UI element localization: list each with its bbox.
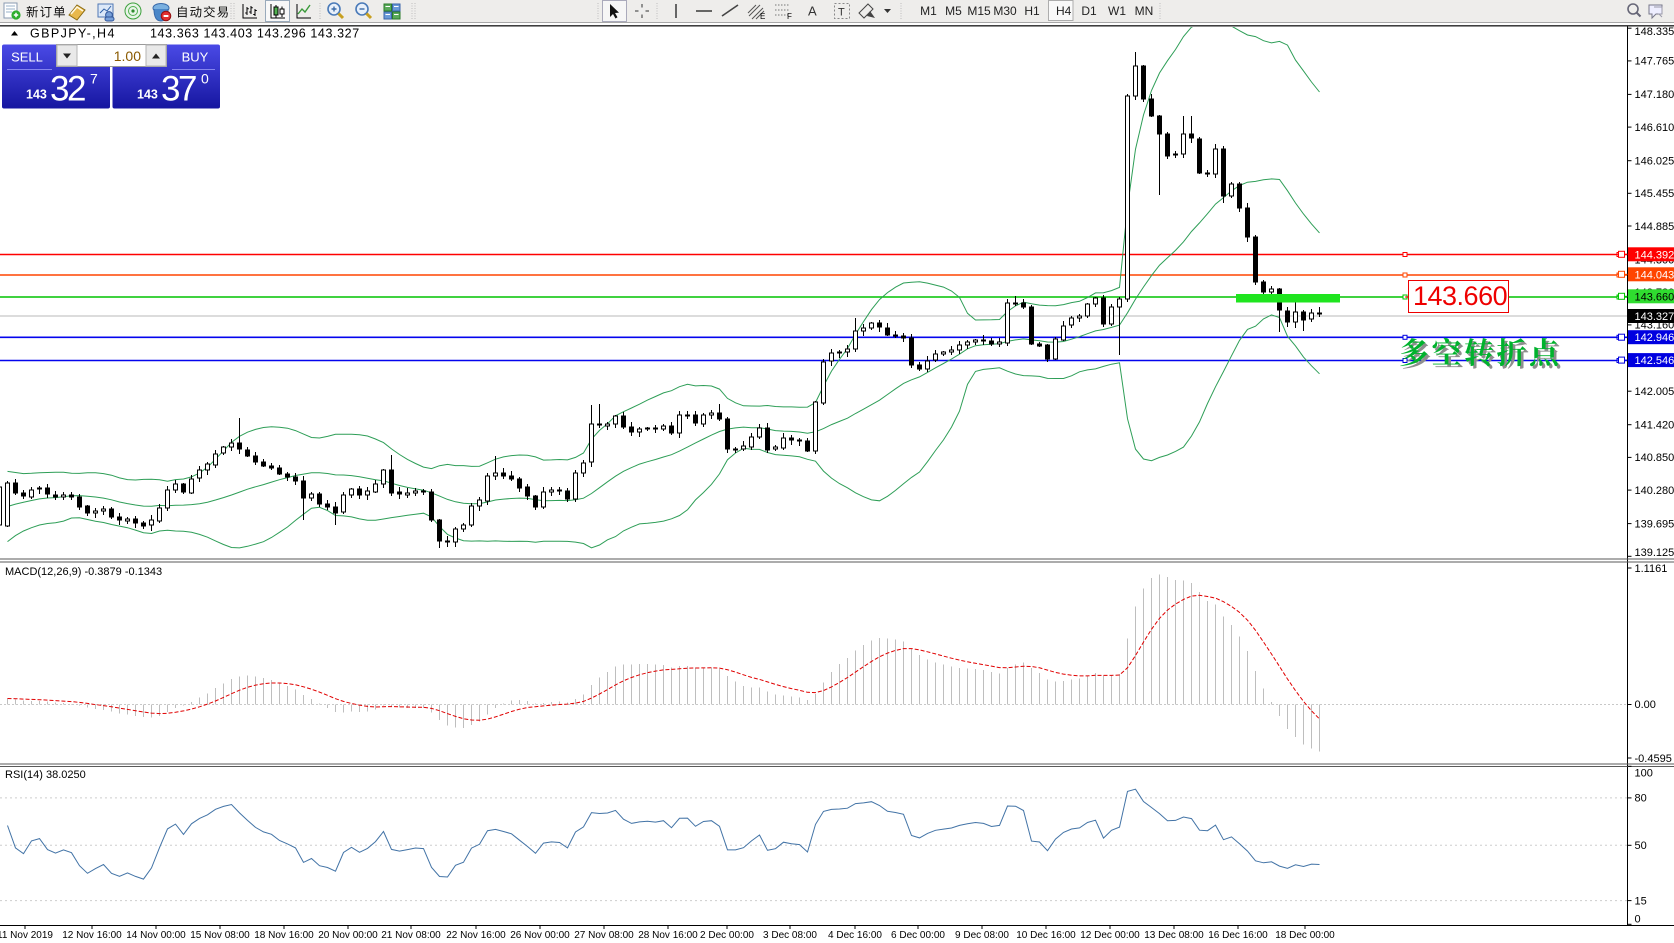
svg-text:143: 143 (137, 87, 158, 101)
svg-text:146.610: 146.610 (1635, 122, 1674, 134)
svg-text:143.660: 143.660 (1635, 291, 1674, 303)
svg-text:10 Dec 16:00: 10 Dec 16:00 (1016, 930, 1076, 941)
svg-text:147.765: 147.765 (1635, 56, 1674, 68)
svg-text:M30: M30 (993, 4, 1017, 18)
svg-text:M1: M1 (920, 4, 937, 18)
svg-text:142.005: 142.005 (1635, 386, 1674, 398)
svg-text:21 Nov 08:00: 21 Nov 08:00 (381, 930, 441, 941)
svg-text:0: 0 (201, 71, 209, 87)
svg-text:BUY: BUY (182, 50, 209, 65)
svg-text:A: A (808, 4, 817, 19)
svg-text:12 Dec 00:00: 12 Dec 00:00 (1080, 930, 1140, 941)
svg-text:26 Nov 00:00: 26 Nov 00:00 (510, 930, 570, 941)
svg-text:0: 0 (1635, 913, 1641, 925)
svg-text:50: 50 (1635, 840, 1647, 852)
svg-text:M5: M5 (945, 4, 962, 18)
svg-text:144.885: 144.885 (1635, 221, 1674, 233)
svg-text:144.043: 144.043 (1635, 269, 1674, 281)
svg-text:18 Nov 16:00: 18 Nov 16:00 (254, 930, 314, 941)
svg-text:MACD(12,26,9) -0.3879 -0.1343: MACD(12,26,9) -0.3879 -0.1343 (5, 566, 162, 578)
svg-text:GBPJPY-,H4: GBPJPY-,H4 (30, 27, 116, 41)
svg-text:15 Nov 08:00: 15 Nov 08:00 (190, 930, 250, 941)
svg-text:143: 143 (26, 87, 47, 101)
svg-text:M15: M15 (967, 4, 991, 18)
svg-text:0.00: 0.00 (1635, 699, 1656, 711)
svg-text:W1: W1 (1108, 4, 1126, 18)
svg-text:143.327: 143.327 (1635, 311, 1674, 323)
svg-text:F: F (787, 12, 792, 21)
svg-text:T: T (838, 7, 845, 19)
svg-text:15: 15 (1635, 895, 1647, 907)
svg-text:100: 100 (1635, 767, 1653, 779)
svg-text:12 Nov 16:00: 12 Nov 16:00 (62, 930, 122, 941)
svg-text:139.695: 139.695 (1635, 518, 1674, 530)
svg-text:-0.4595: -0.4595 (1635, 753, 1672, 765)
svg-text:11 Nov 2019: 11 Nov 2019 (0, 930, 53, 941)
svg-text:18 Dec 00:00: 18 Dec 00:00 (1275, 930, 1335, 941)
svg-text:143.363 143.403 143.296 143.32: 143.363 143.403 143.296 143.327 (150, 27, 360, 41)
svg-text:27 Nov 08:00: 27 Nov 08:00 (574, 930, 634, 941)
svg-text:9 Dec 08:00: 9 Dec 08:00 (955, 930, 1009, 941)
svg-text:1.1161: 1.1161 (1635, 563, 1668, 575)
svg-text:22 Nov 16:00: 22 Nov 16:00 (446, 930, 506, 941)
svg-text:140.280: 140.280 (1635, 485, 1674, 497)
svg-text:142.946: 142.946 (1635, 332, 1674, 344)
svg-text:148.335: 148.335 (1635, 26, 1674, 38)
svg-text:13 Dec 08:00: 13 Dec 08:00 (1144, 930, 1204, 941)
svg-text:37: 37 (161, 70, 196, 109)
svg-text:1.00: 1.00 (114, 48, 141, 64)
svg-text:2 Dec 00:00: 2 Dec 00:00 (700, 930, 754, 941)
svg-text:7: 7 (90, 71, 98, 87)
svg-text:H1: H1 (1024, 4, 1040, 18)
svg-text:SELL: SELL (11, 50, 43, 65)
svg-text:147.180: 147.180 (1635, 89, 1674, 101)
svg-text:16 Dec 16:00: 16 Dec 16:00 (1208, 930, 1268, 941)
svg-text:H4: H4 (1056, 4, 1072, 18)
svg-text:140.850: 140.850 (1635, 452, 1674, 464)
svg-text:MN: MN (1135, 4, 1154, 18)
svg-text:28 Nov 16:00: 28 Nov 16:00 (638, 930, 698, 941)
svg-text:142.546: 142.546 (1635, 355, 1674, 367)
svg-text:145.455: 145.455 (1635, 188, 1674, 200)
svg-text:RSI(14) 38.0250: RSI(14) 38.0250 (5, 769, 86, 781)
svg-text:146.025: 146.025 (1635, 156, 1674, 168)
svg-text:3 Dec 08:00: 3 Dec 08:00 (763, 930, 817, 941)
svg-text:141.420: 141.420 (1635, 420, 1674, 432)
svg-text:D1: D1 (1081, 4, 1097, 18)
svg-text:144.392: 144.392 (1635, 249, 1674, 261)
svg-text:139.125: 139.125 (1635, 547, 1674, 559)
svg-text:143.660: 143.660 (1413, 281, 1507, 311)
svg-text:14 Nov 00:00: 14 Nov 00:00 (126, 930, 186, 941)
svg-text:20 Nov 00:00: 20 Nov 00:00 (318, 930, 378, 941)
svg-text:4 Dec 16:00: 4 Dec 16:00 (828, 930, 882, 941)
svg-text:32: 32 (50, 70, 85, 109)
svg-text:6 Dec 00:00: 6 Dec 00:00 (891, 930, 945, 941)
svg-text:E: E (760, 12, 765, 21)
svg-text:80: 80 (1635, 793, 1647, 805)
